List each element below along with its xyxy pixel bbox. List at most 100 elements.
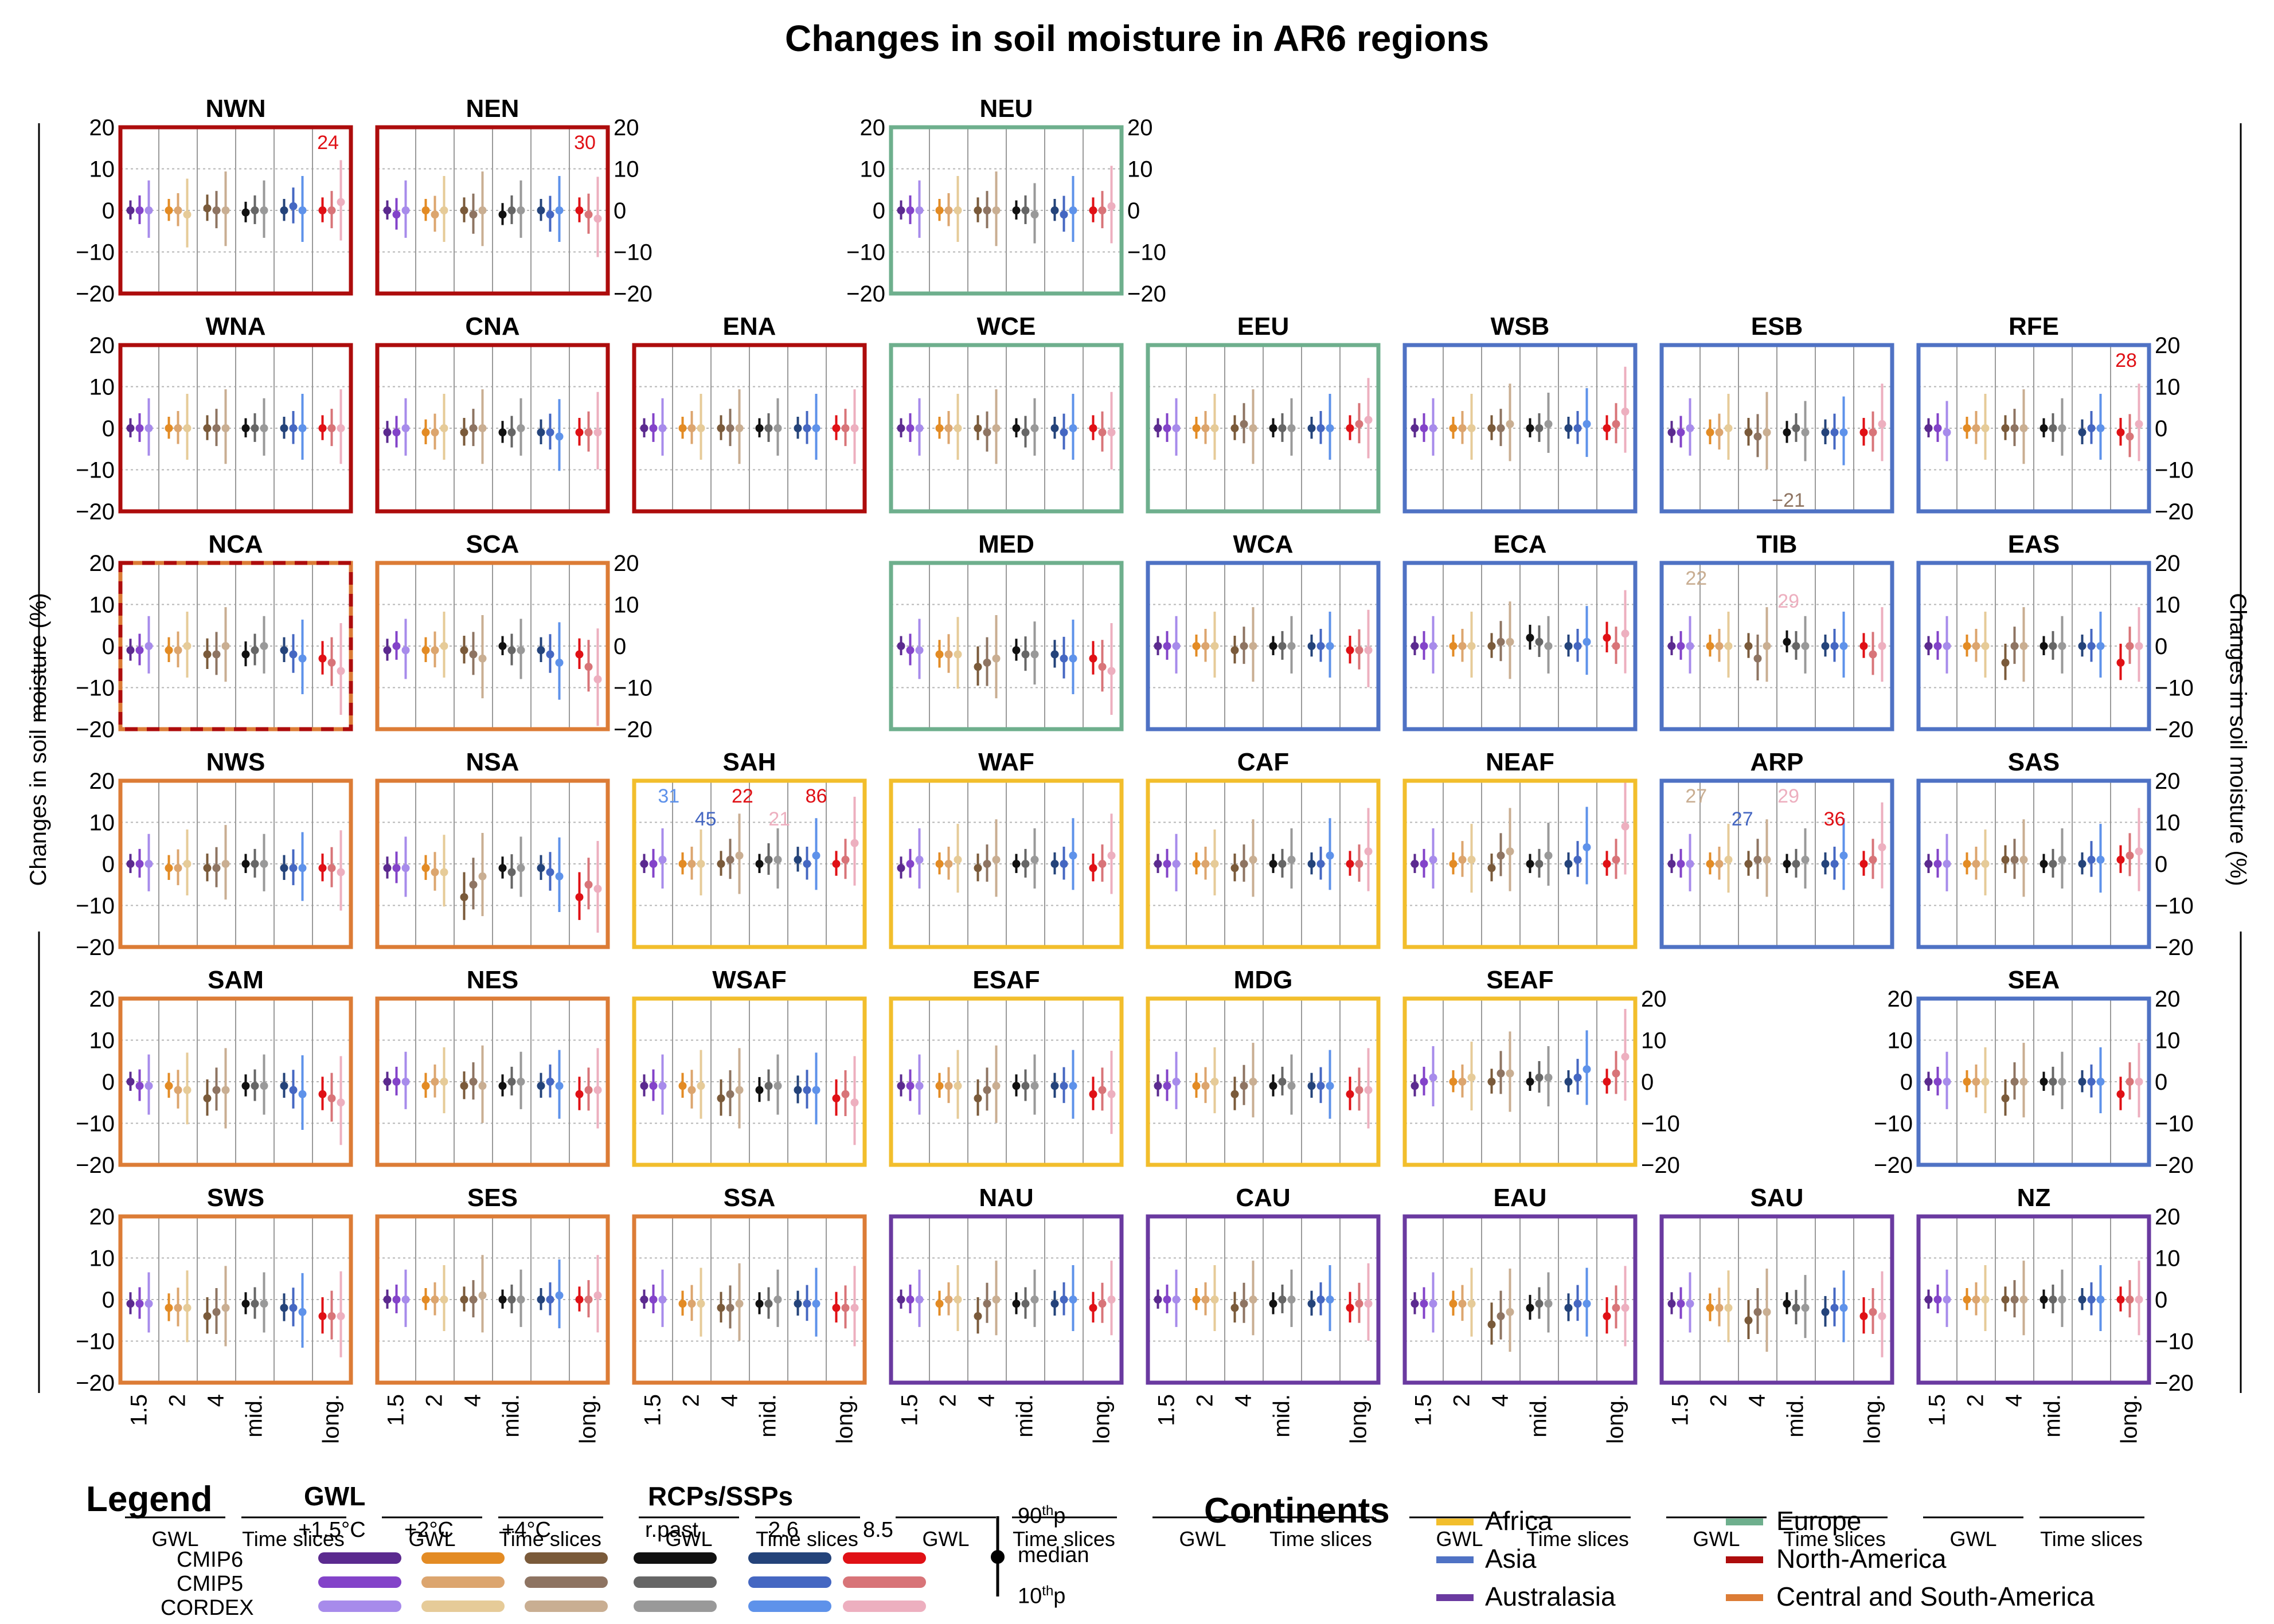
x-tick-label: 2 [1963,1394,1988,1407]
median-point-sam [318,1090,327,1098]
panel-ssa: SSA 1.5 2 4 mid. long. GWL Time slices [632,1184,867,1551]
median-point-nau [974,1312,982,1320]
x-tick-label: 2 [1706,1394,1732,1407]
panel-sca: SCA 20 10 0 −10 −20 [375,530,652,742]
y-tick-label: 10 [1641,1028,1667,1054]
median-point-neaf [1487,864,1496,872]
median-point-wsb [1487,424,1496,432]
median-point-nz [2078,1296,2087,1304]
median-point-sam [327,1094,336,1102]
median-point-eca [1544,642,1553,650]
median-point-med [897,642,905,650]
median-point-cna [383,428,392,437]
outlier-label: 22 [732,785,753,807]
median-point-neu [906,206,915,214]
median-point-wna [337,424,345,432]
y-tick-label: −10 [614,240,652,265]
median-point-sau [1792,1304,1800,1312]
group-label-time-slices: Time slices [499,1527,601,1551]
y-tick-label: 20 [2155,551,2181,576]
median-point-nws [135,860,144,868]
panel-title: NZ [2017,1184,2051,1212]
panel-sam: SAM 20 10 0 −10 −20 [76,966,353,1178]
panel-sws: SWS 20 10 0 −10 −20 1.5 2 4 mid. long. GWL Time slic… [76,1184,353,1551]
median-point-sas [2087,855,2096,864]
median-point-wsb [1497,424,1505,432]
median-point-nau [1069,1296,1077,1304]
y-tick-label: −20 [1641,1153,1680,1178]
median-point-nes [460,1082,468,1090]
panel-frame [1402,1214,1638,1385]
x-tick-label: 1.5 [897,1394,923,1426]
group-label-gwl: GWL [1949,1527,1996,1551]
median-point-esaf [1069,1082,1077,1090]
panel-title: SEAF [1486,966,1553,994]
median-point-neu [944,206,953,214]
x-tick-label: 2 [422,1394,447,1407]
median-point-nes [401,1078,410,1086]
median-point-nca [212,650,221,659]
median-point-ssa [726,1304,734,1312]
median-point-seaf [1583,1065,1591,1074]
median-point-sca [498,642,507,650]
median-point-esaf [1021,1082,1030,1090]
median-point-mdg [1154,1082,1162,1090]
panel-frame [1659,778,1894,949]
median-point-ena [717,424,725,432]
median-point-med [1098,663,1107,671]
panel-waf: WAF [889,748,1124,949]
median-point-arp [1869,855,1877,864]
median-point-nau [1089,1304,1097,1312]
median-point-sam [251,1082,259,1090]
median-point-eca [1583,637,1591,646]
panel-frame [1659,343,1894,514]
y-tick-label: 10 [2155,1246,2181,1271]
median-point-sca [537,646,545,655]
median-point-eeu [1240,420,1248,428]
median-point-wna [221,424,230,432]
median-point-wsaf [812,1086,820,1094]
median-point-wsaf [678,1082,687,1090]
y-tick-label: 10 [860,157,886,182]
group-label-gwl: GWL [1179,1527,1226,1551]
median-point-nes [537,1082,545,1090]
panel-frame [1146,1214,1381,1385]
panel-frame [118,125,353,296]
median-point-sam [165,1082,173,1090]
continent-label-north-america: North-America [1776,1544,1947,1574]
median-point-med [1030,650,1039,659]
y-tick-label: 10 [89,375,115,400]
legend-median-dot [991,1550,1005,1564]
median-point-nau [1107,1296,1116,1304]
panel-title: NSA [466,748,519,776]
median-point-tib [1744,642,1753,650]
median-point-nsa [517,864,525,872]
median-point-rfe [2087,424,2096,432]
outlier-label: 31 [658,785,679,807]
median-point-nen [555,206,564,214]
median-point-nca [135,646,144,655]
panel-title: ESAF [972,966,1040,994]
median-point-ses [517,1296,525,1304]
panel-wca: WCA [1146,530,1381,731]
median-point-sam [212,1086,221,1094]
panel-frame [375,1214,610,1385]
median-point-sea [2125,1078,2134,1086]
median-point-nwn [327,206,336,214]
median-point-nws [183,860,192,868]
median-point-waf [906,860,915,868]
x-tick-label: 2 [679,1394,704,1407]
median-point-seaf [1467,1073,1476,1082]
x-tick-label: 4 [1745,1394,1770,1407]
median-point-nau [935,1300,944,1308]
median-point-eas [1933,642,1942,650]
median-point-ssa [678,1300,687,1308]
median-point-esb [1839,428,1848,437]
median-point-neaf [1544,851,1553,860]
x-tick-label: mid. [1013,1394,1038,1438]
median-point-rfe [2001,424,2010,432]
median-point-cna [392,428,401,437]
x-tick-label: 1.5 [1154,1394,1179,1426]
y-tick-label: −10 [1641,1112,1680,1137]
panel-ses: SES 1.5 2 4 mid. long. GWL Time slices [375,1184,610,1551]
